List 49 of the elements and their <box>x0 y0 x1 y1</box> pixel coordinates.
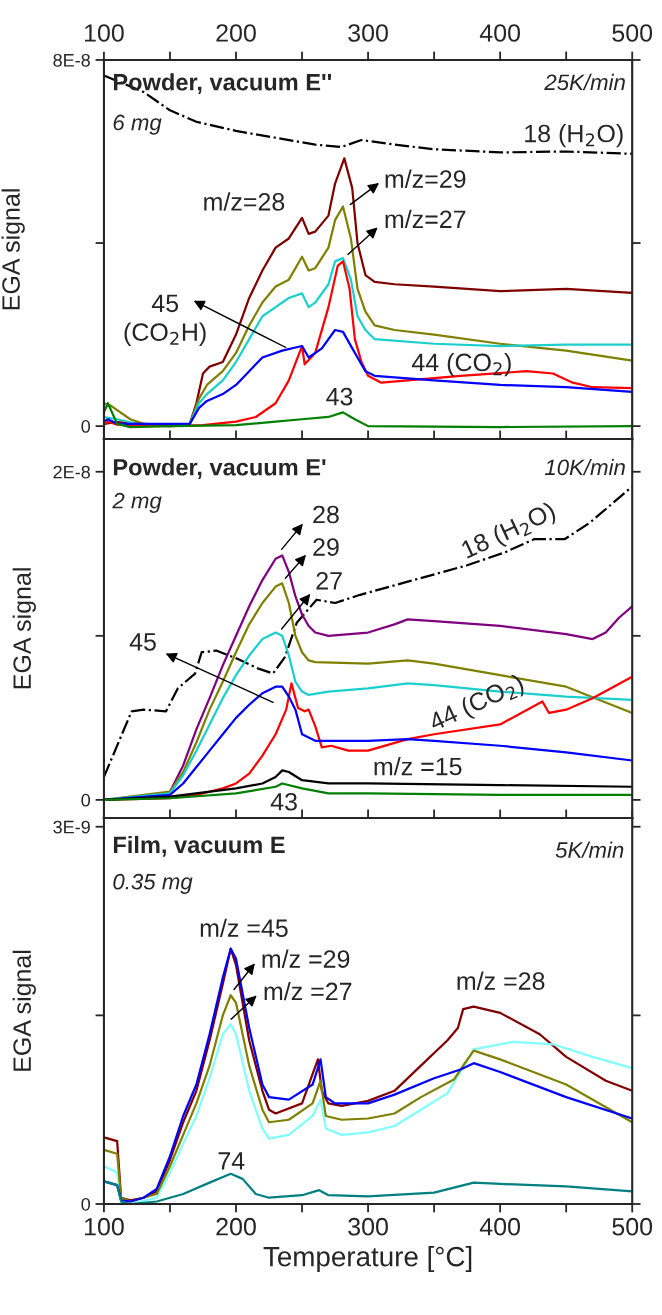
x2-tick-label: 100 <box>84 24 124 42</box>
y-axis-title: EGA signal <box>1 189 25 310</box>
line-series <box>103 157 633 427</box>
x-tick-label: 200 <box>216 1217 256 1236</box>
annotation: 29 <box>313 538 339 556</box>
x2-tick-label: 400 <box>479 24 521 42</box>
x-tick-label: 400 <box>479 1217 521 1236</box>
annotation: m/z=29 <box>385 169 466 188</box>
x-tick-label: 100 <box>84 1217 124 1236</box>
y-tick-label: 8E-8 <box>53 53 90 67</box>
x-axis-title: Temperature [°C] <box>263 1246 472 1272</box>
annotation: m/z=28 <box>204 192 285 211</box>
annotation: 43 <box>270 792 297 811</box>
x-tick-label: 500 <box>612 1217 653 1236</box>
annotation: 18 (H$_{2}$O) <box>460 500 559 564</box>
text: 6 mg <box>113 114 162 135</box>
y-axis-title: EGA signal <box>12 950 36 1071</box>
annotation: m/z =28 <box>457 971 545 990</box>
y-tick-label: 0 <box>81 420 91 433</box>
annotation: 45 <box>129 633 156 651</box>
line-series <box>103 74 633 155</box>
text: Powder, vacuum E' <box>113 458 326 480</box>
y-tick-label: 0 <box>81 793 91 807</box>
annotation: 27 <box>316 571 342 590</box>
annotation: 25K/min <box>544 73 625 91</box>
y-axis-title: EGA signal <box>12 568 36 689</box>
annotation: m/z=27 <box>385 209 466 229</box>
y-tick-label: 0 <box>81 1197 91 1211</box>
text: 0.35 mg <box>113 873 193 894</box>
text: Film, vacuum E <box>113 835 285 857</box>
annotation: m/z =27 <box>264 981 352 1001</box>
annotation: 28 <box>313 505 339 524</box>
x2-tick-label: 200 <box>216 24 256 42</box>
x-tick-label: 300 <box>348 1217 388 1236</box>
annotation: 18 (H$_{2}$O) <box>525 124 623 148</box>
y-tick-label: 3E-9 <box>53 820 90 834</box>
text: 2 mg <box>112 492 162 513</box>
annotation: m/z =29 <box>262 949 350 968</box>
x2-tick-label: 500 <box>612 24 653 42</box>
y-tick-label: 2E-8 <box>53 465 90 479</box>
annotation: 10K/min <box>544 458 625 476</box>
annotation: 5K/min <box>555 841 624 858</box>
annotation: 45 (CO$_{2}$H) <box>124 294 206 346</box>
annotation: 43 <box>326 387 353 406</box>
x2-tick-label: 300 <box>348 24 388 42</box>
annotation: 74 <box>218 1152 245 1170</box>
annotation: m/z =15 <box>374 757 462 776</box>
annotation: 44 (CO$_{2}$) <box>427 672 527 736</box>
annotation: m/z =45 <box>200 918 288 937</box>
